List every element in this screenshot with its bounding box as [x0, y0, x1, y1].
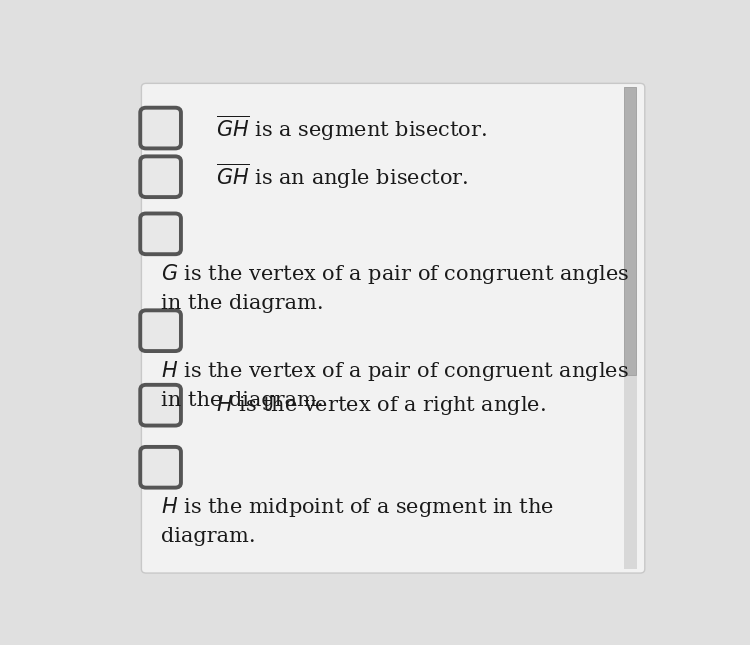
Text: $\mathit{H}$ is the midpoint of a segment in the
diagram.: $\mathit{H}$ is the midpoint of a segmen… — [160, 495, 554, 546]
Text: $\mathit{H}$ is the vertex of a right angle.: $\mathit{H}$ is the vertex of a right an… — [216, 393, 546, 417]
FancyBboxPatch shape — [140, 213, 181, 254]
FancyBboxPatch shape — [142, 83, 645, 573]
FancyBboxPatch shape — [140, 108, 181, 148]
Text: $\overline{\mathit{GH}}$ is an angle bisector.: $\overline{\mathit{GH}}$ is an angle bis… — [216, 162, 468, 192]
FancyBboxPatch shape — [140, 447, 181, 488]
Text: $\mathit{G}$ is the vertex of a pair of congruent angles
in the diagram.: $\mathit{G}$ is the vertex of a pair of … — [160, 262, 628, 313]
FancyBboxPatch shape — [140, 156, 181, 197]
Text: $\overline{\mathit{GH}}$ is a segment bisector.: $\overline{\mathit{GH}}$ is a segment bi… — [216, 114, 487, 143]
Bar — [625, 87, 636, 375]
FancyBboxPatch shape — [140, 310, 181, 351]
FancyBboxPatch shape — [140, 385, 181, 426]
Text: $\mathit{H}$ is the vertex of a pair of congruent angles
in the diagram.: $\mathit{H}$ is the vertex of a pair of … — [160, 359, 628, 410]
Bar — [624, 87, 637, 569]
